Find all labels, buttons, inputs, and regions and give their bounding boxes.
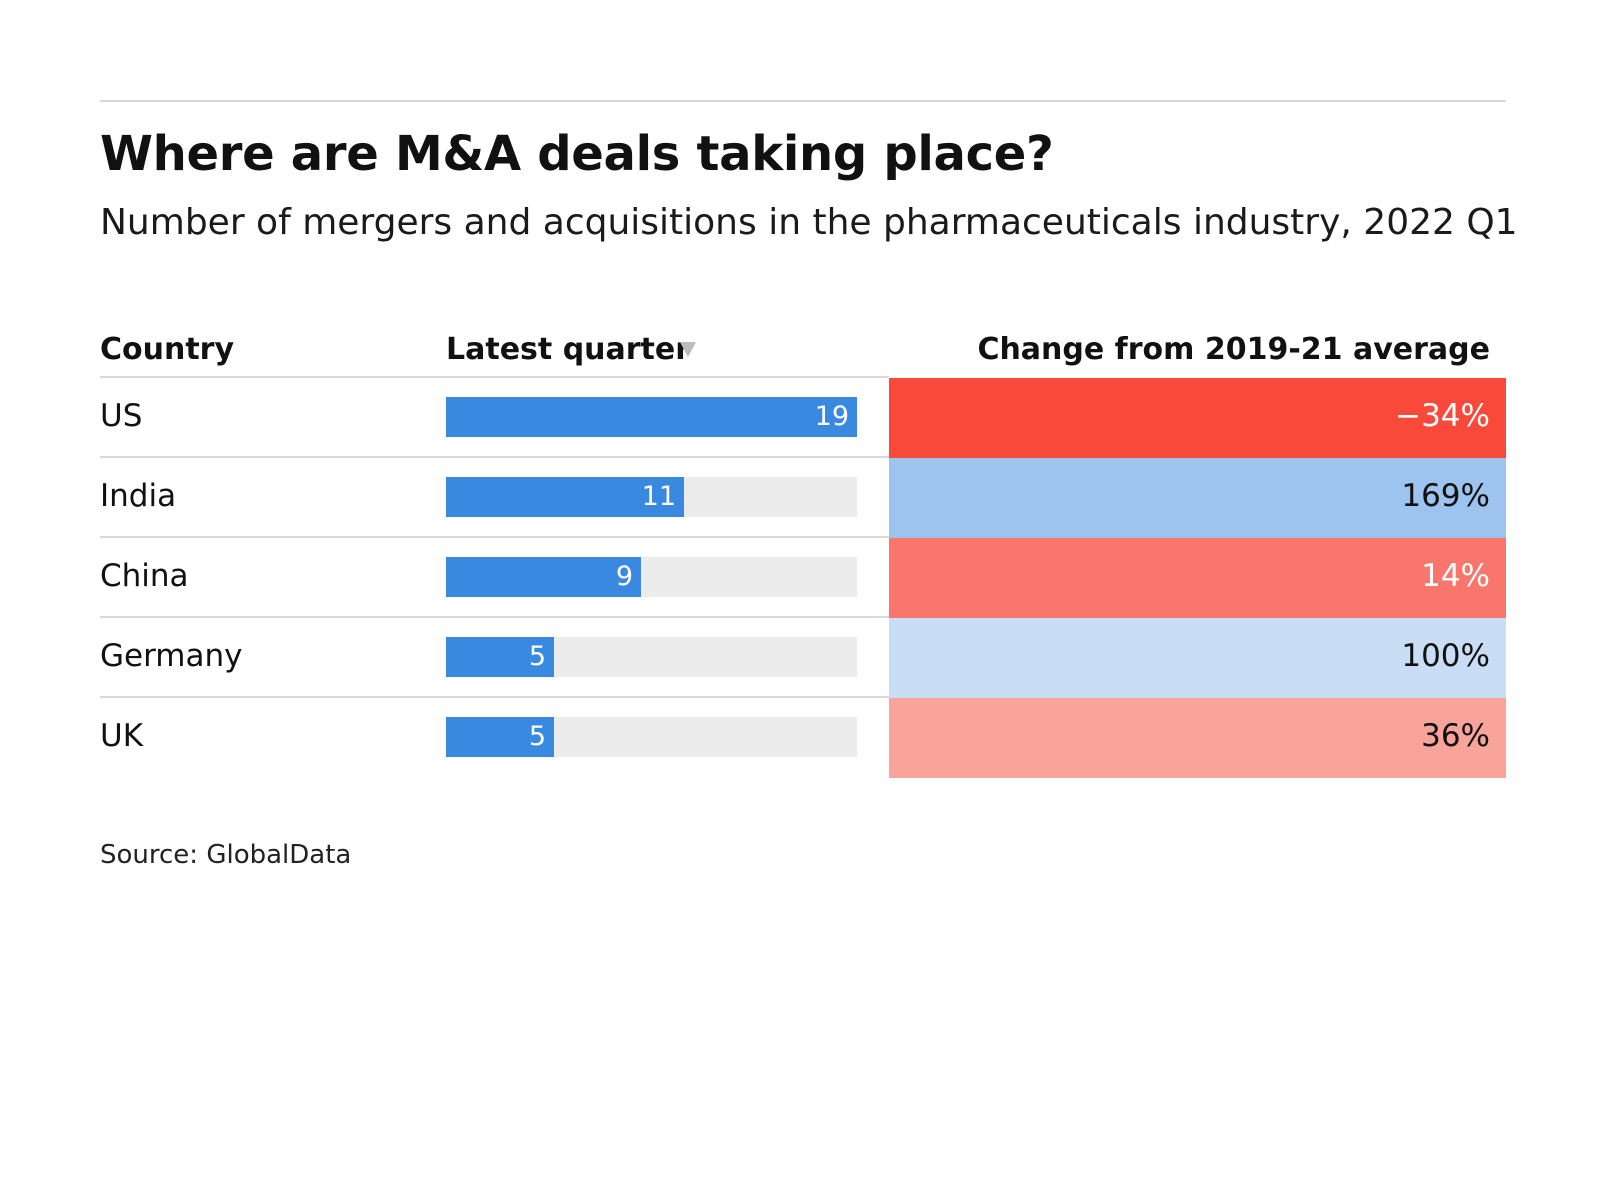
bar: 11 bbox=[446, 477, 684, 517]
bar-track: 5 bbox=[446, 637, 857, 677]
bar-track: 5 bbox=[446, 717, 857, 757]
bar: 9 bbox=[446, 557, 641, 597]
chart-subtitle: Number of mergers and acquisitions in th… bbox=[100, 202, 1518, 243]
bar-track: 19 bbox=[446, 397, 857, 437]
bar-track: 9 bbox=[446, 557, 857, 597]
chart-title: Where are M&A deals taking place? bbox=[100, 126, 1054, 182]
country-label: UK bbox=[100, 718, 144, 754]
bar: 19 bbox=[446, 397, 857, 437]
column-header-country[interactable]: Country bbox=[100, 332, 235, 367]
top-divider bbox=[100, 100, 1506, 102]
table-row: US 19 −34% bbox=[100, 376, 1506, 458]
bar-value-label: 11 bbox=[641, 481, 676, 512]
sort-descending-icon[interactable] bbox=[680, 342, 696, 357]
country-label: Germany bbox=[100, 638, 243, 674]
bar-value-label: 9 bbox=[615, 561, 633, 592]
column-header-change[interactable]: Change from 2019-21 average bbox=[977, 332, 1490, 367]
bar-value-label: 5 bbox=[528, 641, 546, 672]
row-divider bbox=[100, 376, 889, 378]
table-row: Germany 5 100% bbox=[100, 616, 1506, 698]
country-label: India bbox=[100, 478, 177, 514]
bar-value-label: 19 bbox=[814, 401, 849, 432]
column-header-latest-quarter[interactable]: Latest quarter bbox=[446, 332, 691, 367]
bar-value-label: 5 bbox=[528, 721, 546, 752]
table-row: India 11 169% bbox=[100, 456, 1506, 538]
change-cell: 100% bbox=[889, 618, 1506, 698]
country-label: China bbox=[100, 558, 189, 594]
change-value: 169% bbox=[1401, 478, 1490, 514]
change-value: 14% bbox=[1421, 558, 1490, 594]
change-value: −34% bbox=[1395, 398, 1490, 434]
change-cell: 169% bbox=[889, 458, 1506, 538]
change-value: 100% bbox=[1401, 638, 1490, 674]
country-label: US bbox=[100, 398, 143, 434]
bar: 5 bbox=[446, 637, 554, 677]
row-divider bbox=[100, 536, 889, 538]
row-divider bbox=[100, 616, 889, 618]
bar-track: 11 bbox=[446, 477, 857, 517]
bar: 5 bbox=[446, 717, 554, 757]
table-row: UK 5 36% bbox=[100, 696, 1506, 778]
change-cell: −34% bbox=[889, 378, 1506, 458]
table-row: China 9 14% bbox=[100, 536, 1506, 618]
change-cell: 36% bbox=[889, 698, 1506, 778]
row-divider bbox=[100, 456, 889, 458]
change-value: 36% bbox=[1421, 718, 1490, 754]
source-note: Source: GlobalData bbox=[100, 840, 352, 870]
change-cell: 14% bbox=[889, 538, 1506, 618]
row-divider bbox=[100, 696, 889, 698]
